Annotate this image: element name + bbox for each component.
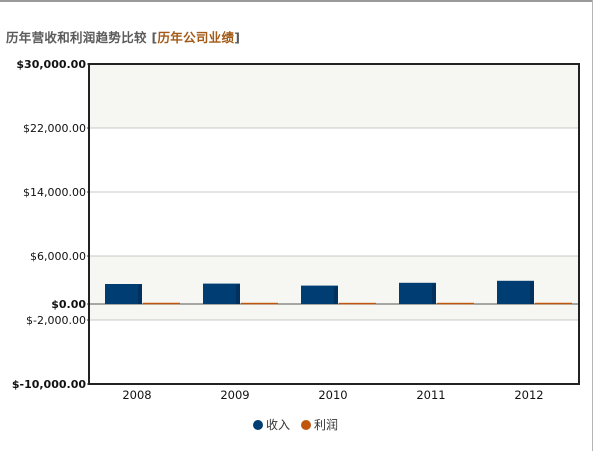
y-tick-label: $-2,000.00 [26, 314, 86, 327]
bar-revenue-2012 [497, 280, 534, 304]
y-tick-label: $0.00 [51, 298, 86, 311]
bar-profit-2012 [535, 302, 572, 305]
bar-revenue-shade-2010 [334, 286, 338, 304]
bar-revenue-shade-2012 [530, 281, 534, 304]
bar-profit-2008 [143, 302, 180, 305]
x-tick-label: 2011 [416, 388, 445, 402]
y-tick-label: $22,000.00 [23, 122, 86, 135]
legend-item-profit[interactable]: 利润 [301, 416, 338, 433]
x-tick-label: 2010 [318, 388, 347, 402]
legend-item-revenue[interactable]: 收入 [253, 416, 290, 433]
bar-profit-2009 [241, 302, 278, 305]
y-tick-label: $6,000.00 [30, 250, 86, 263]
y-tick-label: $14,000.00 [23, 186, 86, 199]
bar-revenue-shade-2009 [236, 284, 240, 304]
legend-marker-profit [301, 419, 311, 430]
top-border [0, 0, 593, 2]
bar-revenue-2009 [203, 283, 240, 304]
chart-legend: 收入 利润 [0, 416, 593, 434]
bar-profit-2010 [339, 302, 376, 305]
y-tick-label: $-10,000.00 [12, 378, 86, 391]
x-tick-label: 2008 [122, 388, 151, 402]
section-title: 历年营收和利润趋势比较 [6, 30, 147, 45]
section-header: 历年营收和利润趋势比较 [历年公司业绩] [6, 27, 240, 46]
bar-revenue-shade-2011 [432, 283, 436, 304]
x-tick-label: 2012 [514, 388, 543, 402]
y-tick-label: $30,000.00 [16, 58, 86, 71]
bracket-close: ] [234, 30, 241, 45]
legend-marker-revenue [253, 419, 263, 430]
plot-border [88, 63, 580, 385]
legend-label-profit: 利润 [314, 418, 339, 432]
bar-revenue-shade-2008 [138, 285, 142, 304]
company-performance-link[interactable]: 历年公司业绩 [157, 30, 235, 45]
x-tick-label: 2009 [220, 388, 249, 402]
bar-revenue-2011 [399, 282, 436, 304]
bar-profit-2011 [437, 302, 474, 305]
legend-label-revenue: 收入 [266, 418, 291, 432]
bracket-open: [ [151, 30, 158, 45]
plot-band-0 [89, 64, 579, 128]
bar-revenue-2008 [105, 284, 142, 304]
bar-revenue-2010 [301, 285, 338, 304]
